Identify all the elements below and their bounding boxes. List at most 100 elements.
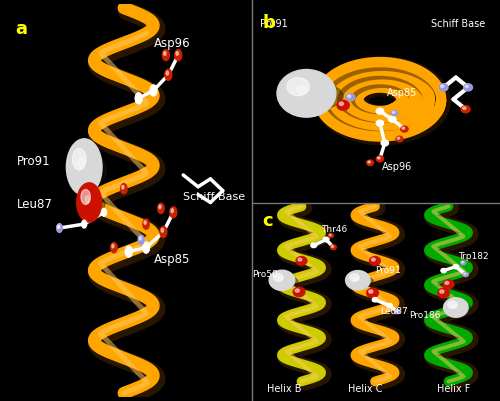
Circle shape (448, 301, 457, 308)
Text: Pro91: Pro91 (375, 266, 401, 275)
Circle shape (394, 309, 400, 314)
Circle shape (81, 190, 90, 205)
Circle shape (396, 136, 403, 142)
Circle shape (392, 111, 395, 113)
Ellipse shape (278, 82, 343, 111)
Circle shape (56, 224, 62, 232)
Circle shape (270, 271, 293, 290)
Circle shape (176, 51, 178, 55)
Text: Leu87: Leu87 (380, 307, 407, 316)
Text: Leu87: Leu87 (18, 198, 53, 211)
Circle shape (330, 234, 331, 236)
Circle shape (122, 185, 124, 189)
Circle shape (102, 210, 104, 213)
Circle shape (82, 221, 84, 224)
Text: Thr46: Thr46 (321, 225, 347, 234)
Circle shape (440, 290, 444, 293)
Circle shape (445, 282, 449, 284)
Circle shape (72, 148, 86, 170)
Ellipse shape (78, 193, 104, 217)
Circle shape (80, 188, 98, 217)
Circle shape (387, 304, 392, 308)
Circle shape (453, 265, 458, 269)
Circle shape (373, 298, 375, 300)
Circle shape (110, 243, 117, 253)
Circle shape (170, 207, 177, 218)
Circle shape (348, 273, 367, 288)
Circle shape (378, 121, 380, 123)
Circle shape (126, 246, 132, 257)
Circle shape (366, 288, 378, 298)
Circle shape (79, 186, 100, 219)
Circle shape (269, 270, 294, 290)
Circle shape (444, 298, 468, 317)
Circle shape (171, 209, 173, 213)
Circle shape (339, 102, 344, 105)
Circle shape (366, 160, 374, 166)
Circle shape (82, 220, 86, 228)
Circle shape (372, 258, 376, 261)
Circle shape (68, 141, 100, 193)
Circle shape (164, 51, 166, 55)
Ellipse shape (346, 275, 373, 287)
Circle shape (296, 85, 308, 94)
Circle shape (271, 272, 292, 289)
Text: Pro186: Pro186 (410, 311, 441, 320)
Circle shape (463, 107, 466, 109)
Circle shape (443, 280, 454, 288)
Circle shape (282, 73, 331, 113)
Circle shape (70, 146, 98, 188)
Circle shape (158, 203, 164, 213)
Circle shape (382, 141, 385, 143)
Circle shape (370, 257, 380, 265)
Circle shape (346, 94, 355, 101)
Circle shape (452, 304, 456, 308)
Text: c: c (262, 212, 273, 230)
Circle shape (378, 157, 380, 159)
Circle shape (463, 272, 468, 277)
Circle shape (438, 288, 450, 298)
Circle shape (85, 196, 89, 203)
Circle shape (328, 234, 334, 237)
Circle shape (58, 225, 59, 228)
Circle shape (144, 244, 146, 248)
Circle shape (444, 299, 467, 316)
Circle shape (368, 290, 373, 293)
Text: Pro91: Pro91 (260, 19, 287, 29)
Circle shape (465, 85, 468, 87)
Text: Helix C: Helix C (348, 384, 382, 394)
Ellipse shape (444, 303, 471, 314)
Circle shape (461, 105, 470, 113)
Circle shape (398, 137, 400, 139)
Circle shape (376, 156, 384, 162)
Circle shape (69, 143, 99, 191)
Circle shape (440, 85, 444, 87)
Text: Asp96: Asp96 (154, 37, 190, 50)
Circle shape (57, 224, 62, 232)
Circle shape (346, 271, 369, 289)
Circle shape (162, 50, 170, 61)
Text: Pro50: Pro50 (252, 270, 278, 279)
Circle shape (284, 75, 329, 111)
Circle shape (165, 69, 172, 80)
Circle shape (388, 304, 390, 306)
Circle shape (126, 248, 129, 252)
Circle shape (446, 300, 465, 315)
Circle shape (112, 244, 114, 248)
Circle shape (376, 108, 384, 114)
Circle shape (390, 117, 392, 119)
Circle shape (454, 265, 456, 267)
Circle shape (293, 287, 305, 297)
Text: a: a (15, 20, 27, 38)
Circle shape (135, 93, 142, 104)
Circle shape (139, 237, 141, 240)
Circle shape (439, 84, 448, 91)
Circle shape (324, 238, 326, 239)
Circle shape (287, 78, 310, 96)
Circle shape (346, 271, 370, 290)
Ellipse shape (68, 154, 106, 188)
Circle shape (354, 277, 358, 281)
Text: Asp85: Asp85 (154, 253, 190, 266)
Circle shape (143, 219, 150, 229)
Circle shape (296, 257, 307, 265)
